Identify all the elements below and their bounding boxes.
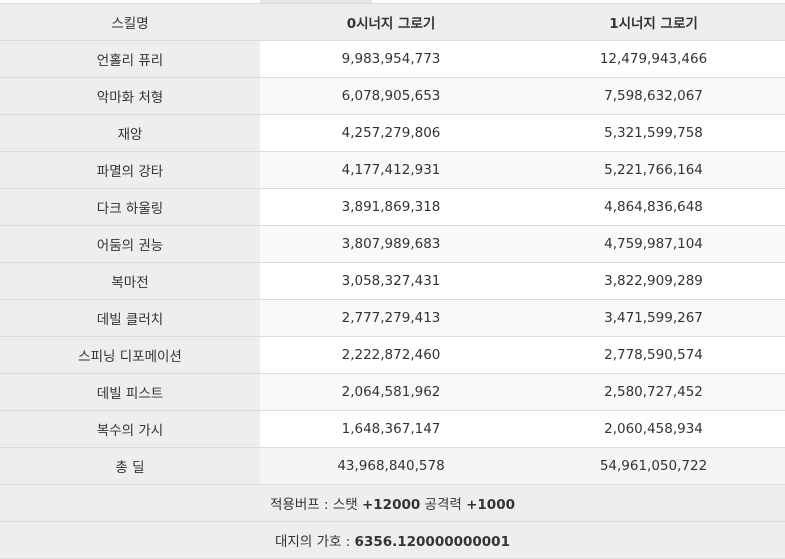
blessing-value: 6356.120000000001 xyxy=(354,534,510,550)
skill-name-cell: 스피닝 디포메이션 xyxy=(0,336,260,374)
skill-name-cell: 데빌 클러치 xyxy=(0,299,260,337)
skill-name-cell: 복수의 가시 xyxy=(0,410,260,448)
skill-name-cell: 악마화 처형 xyxy=(0,77,260,115)
blessing-label: 대지의 가호 : xyxy=(275,534,355,550)
table-row: 파멸의 강타 4,177,412,931 5,221,766,164 xyxy=(0,151,785,189)
synergy-0-value: 4,177,412,931 xyxy=(260,151,522,189)
synergy-0-value: 3,807,989,683 xyxy=(260,225,522,263)
synergy-0-value: 3,891,869,318 xyxy=(260,188,522,226)
synergy-0-value: 4,257,279,806 xyxy=(260,114,522,152)
blessing-cell: 대지의 가호 : 6356.120000000001 xyxy=(0,521,785,559)
table-row: 복수의 가시 1,648,367,147 2,060,458,934 xyxy=(0,410,785,448)
skill-name-cell: 데빌 피스트 xyxy=(0,373,260,411)
total-synergy-0-value: 43,968,840,578 xyxy=(260,447,522,485)
synergy-1-value: 7,598,632,067 xyxy=(522,77,785,115)
synergy-1-value: 2,060,458,934 xyxy=(522,410,785,448)
skill-name-cell: 언홀리 퓨리 xyxy=(0,40,260,78)
synergy-1-value: 4,759,987,104 xyxy=(522,225,785,263)
skill-name-cell: 파멸의 강타 xyxy=(0,151,260,189)
synergy-1-value: 5,221,766,164 xyxy=(522,151,785,189)
synergy-0-value: 9,983,954,773 xyxy=(260,40,522,78)
total-synergy-1-value: 54,961,050,722 xyxy=(522,447,785,485)
table-row: 악마화 처형 6,078,905,653 7,598,632,067 xyxy=(0,77,785,115)
table-header-row: 스킬명 0시너지 그로기 1시너지 그로기 xyxy=(0,3,785,41)
synergy-1-value: 3,471,599,267 xyxy=(522,299,785,337)
table-row: 스피닝 디포메이션 2,222,872,460 2,778,590,574 xyxy=(0,336,785,374)
table-row: 언홀리 퓨리 9,983,954,773 12,479,943,466 xyxy=(0,40,785,78)
synergy-0-value: 2,222,872,460 xyxy=(260,336,522,374)
total-damage-row: 총 딜 43,968,840,578 54,961,050,722 xyxy=(0,447,785,485)
skill-name-cell: 어둠의 권능 xyxy=(0,225,260,263)
applied-buff-row: 적용버프 : 스탯 +12000 공격력 +1000 xyxy=(0,484,785,522)
skill-name-cell: 복마전 xyxy=(0,262,260,300)
synergy-0-value: 3,058,327,431 xyxy=(260,262,522,300)
header-skill-name: 스킬명 xyxy=(0,3,260,41)
buff-attack-label: 공격력 xyxy=(420,497,467,513)
table-row: 데빌 피스트 2,064,581,962 2,580,727,452 xyxy=(0,373,785,411)
blessing-row: 대지의 가호 : 6356.120000000001 xyxy=(0,521,785,559)
synergy-0-value: 6,078,905,653 xyxy=(260,77,522,115)
table-row: 복마전 3,058,327,431 3,822,909,289 xyxy=(0,262,785,300)
table-row: 어둠의 권능 3,807,989,683 4,759,987,104 xyxy=(0,225,785,263)
synergy-1-value: 12,479,943,466 xyxy=(522,40,785,78)
applied-buff-cell: 적용버프 : 스탯 +12000 공격력 +1000 xyxy=(0,484,785,522)
synergy-1-value: 5,321,599,758 xyxy=(522,114,785,152)
top-scroll-indicator xyxy=(260,0,372,3)
skill-damage-table: 스킬명 0시너지 그로기 1시너지 그로기 언홀리 퓨리 9,983,954,7… xyxy=(0,3,785,559)
synergy-1-value: 2,778,590,574 xyxy=(522,336,785,374)
synergy-1-value: 3,822,909,289 xyxy=(522,262,785,300)
total-damage-label: 총 딜 xyxy=(0,447,260,485)
header-synergy-0: 0시너지 그로기 xyxy=(260,3,522,41)
synergy-0-value: 2,064,581,962 xyxy=(260,373,522,411)
synergy-1-value: 2,580,727,452 xyxy=(522,373,785,411)
skill-name-cell: 재앙 xyxy=(0,114,260,152)
synergy-0-value: 1,648,367,147 xyxy=(260,410,522,448)
buff-stat-value: +12000 xyxy=(361,497,421,513)
skill-name-cell: 다크 하울링 xyxy=(0,188,260,226)
synergy-0-value: 2,777,279,413 xyxy=(260,299,522,337)
table-row: 데빌 클러치 2,777,279,413 3,471,599,267 xyxy=(0,299,785,337)
synergy-1-value: 4,864,836,648 xyxy=(522,188,785,226)
table-row: 다크 하울링 3,891,869,318 4,864,836,648 xyxy=(0,188,785,226)
table-row: 재앙 4,257,279,806 5,321,599,758 xyxy=(0,114,785,152)
buff-label: 적용버프 : 스탯 xyxy=(270,497,362,513)
header-synergy-1: 1시너지 그로기 xyxy=(522,3,785,41)
buff-attack-value: +1000 xyxy=(466,497,515,513)
